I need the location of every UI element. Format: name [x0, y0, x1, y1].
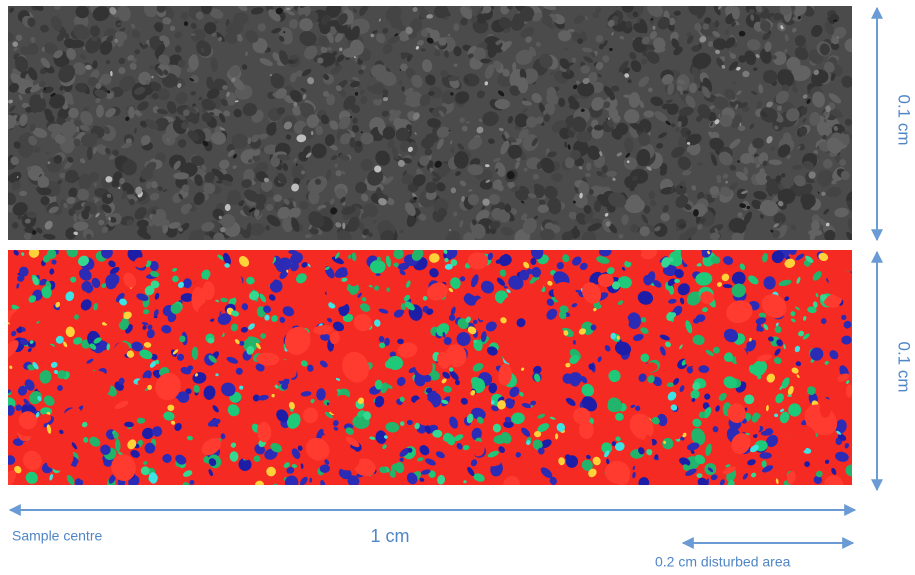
grain — [823, 159, 833, 169]
grain — [19, 386, 27, 395]
grain — [342, 223, 345, 230]
grain — [192, 347, 198, 360]
phase-map-image — [0, 239, 863, 499]
height-label: 0.1 cm — [895, 94, 914, 145]
sample-centre-label: Sample centre — [12, 528, 102, 544]
page: 0.1 cm 0.1 cm Sample centre 1 cm 0.2 cm … — [0, 0, 915, 575]
grain — [627, 160, 630, 163]
sem-image — [0, 0, 861, 251]
grain — [843, 131, 851, 134]
grain — [376, 273, 381, 276]
grain — [70, 40, 85, 48]
grain — [565, 157, 575, 168]
figure: 0.1 cm 0.1 cm Sample centre 1 cm 0.2 cm … — [0, 0, 915, 575]
grain — [38, 188, 52, 196]
height-label: 0.1 cm — [895, 341, 914, 392]
disturbed-label: 0.2 cm disturbed area — [655, 554, 791, 570]
width-label: 1 cm — [370, 526, 409, 546]
grain — [314, 43, 320, 46]
grain — [762, 460, 767, 467]
grain — [230, 451, 239, 462]
